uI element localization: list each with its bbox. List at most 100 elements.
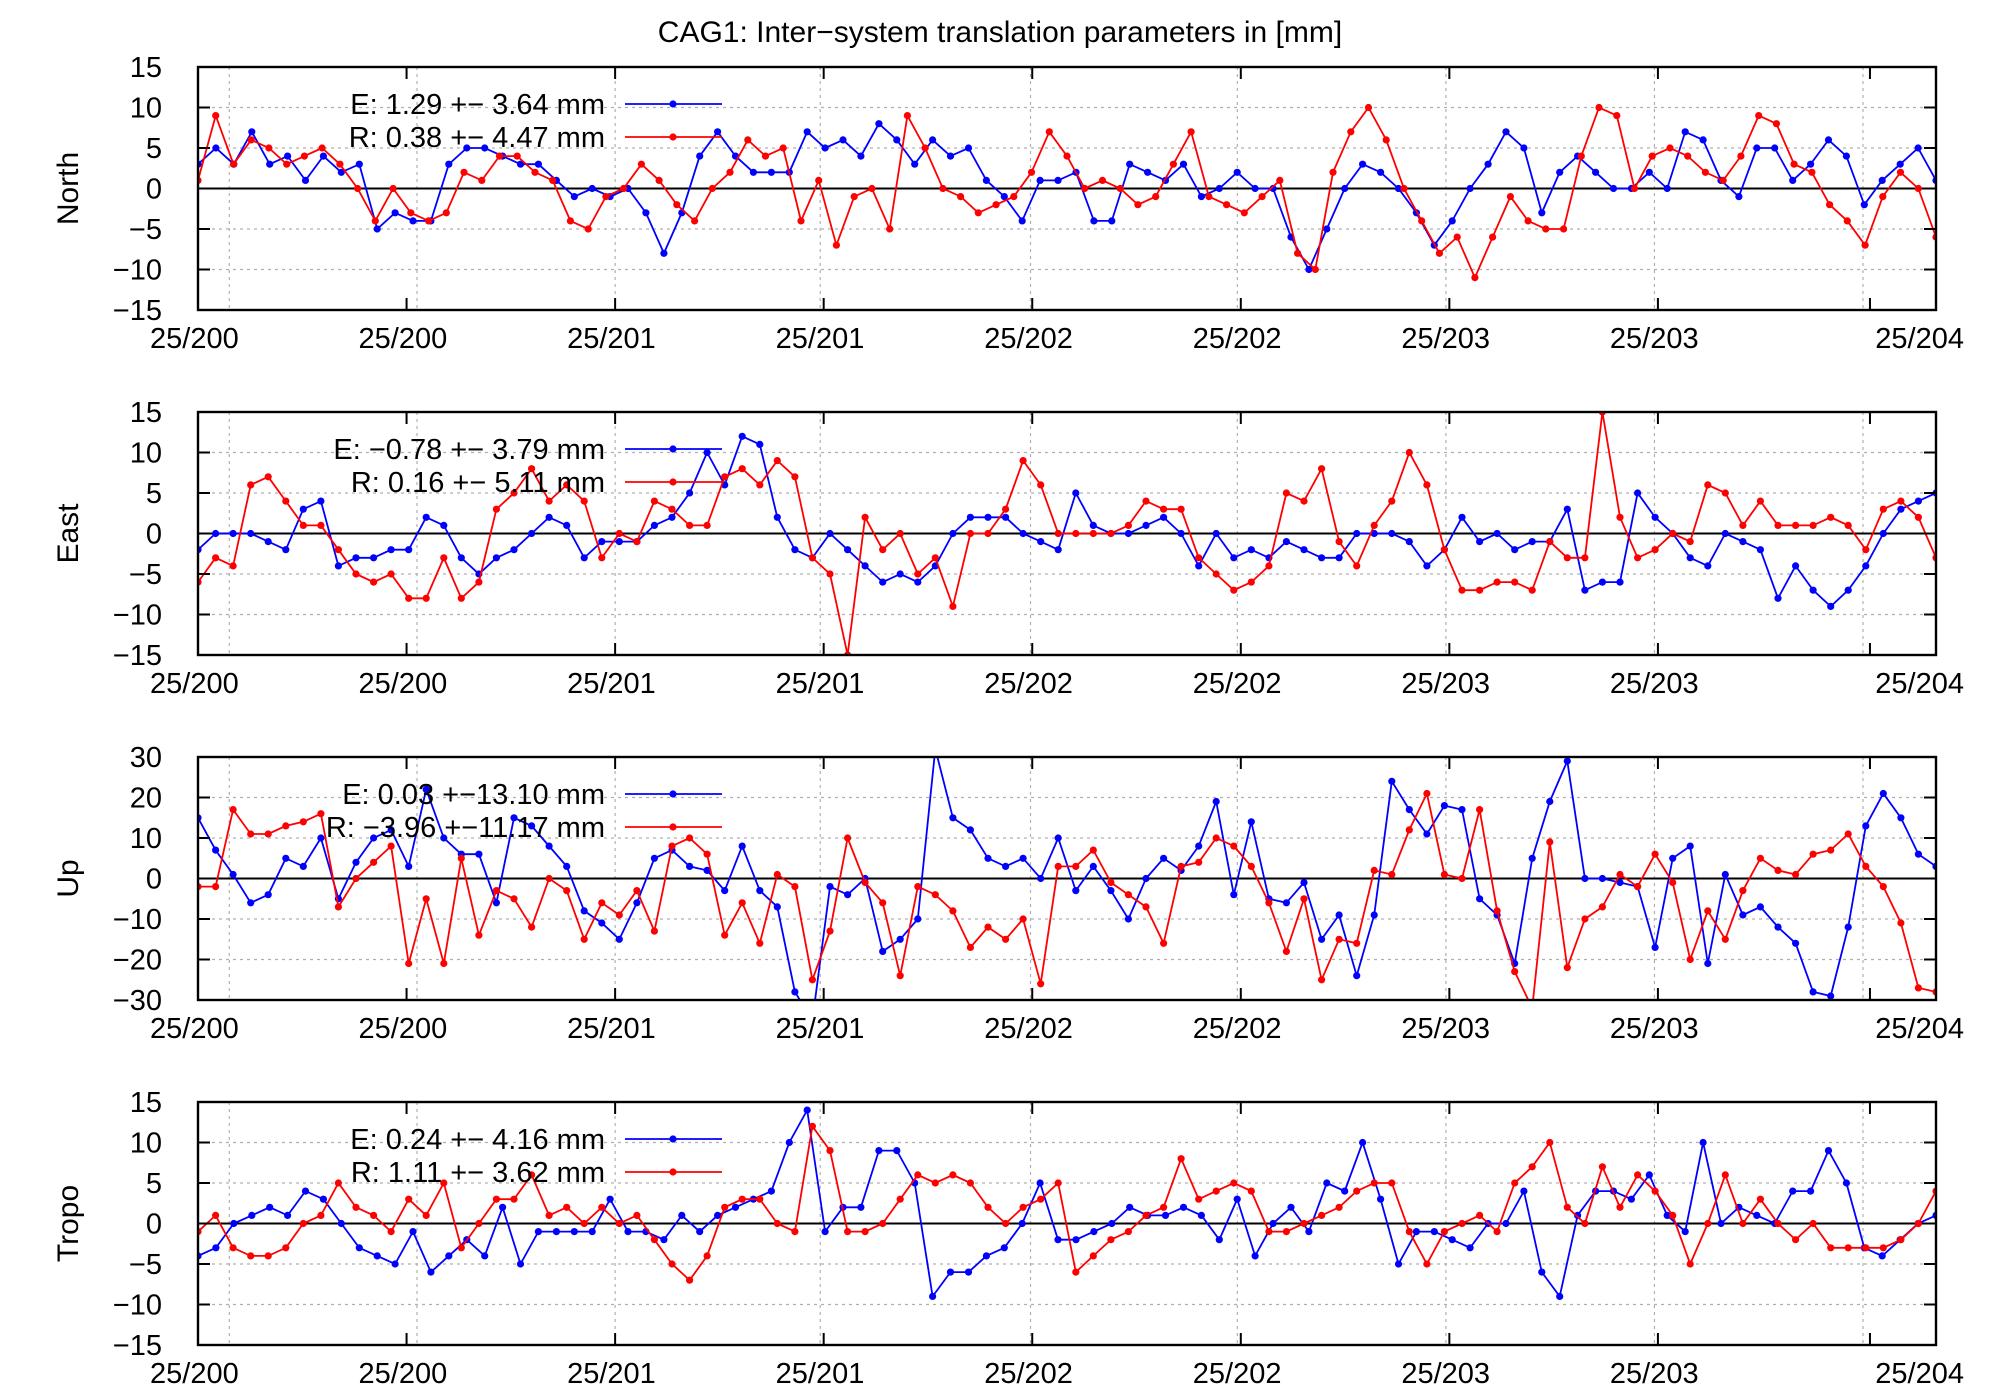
data-point-R <box>1282 1228 1290 1236</box>
data-point-R <box>1335 1203 1343 1211</box>
data-point-E <box>545 513 553 521</box>
data-point-E <box>580 554 588 562</box>
y-tick-label: 5 <box>146 1168 162 1200</box>
data-point-E <box>1300 546 1308 554</box>
data-point-E <box>1335 911 1343 919</box>
data-point-R <box>1247 578 1255 586</box>
y-tick-label: 10 <box>130 823 162 855</box>
data-point-E <box>1574 1211 1582 1219</box>
data-point-E <box>1563 505 1571 513</box>
data-point-R <box>1405 826 1413 834</box>
data-point-R <box>352 570 360 578</box>
data-point-E <box>826 529 834 538</box>
y-tick-label: −15 <box>113 640 162 672</box>
data-point-R <box>1560 225 1568 233</box>
data-point-R <box>756 939 764 947</box>
data-point-E <box>703 866 711 875</box>
data-point-R <box>668 1260 676 1268</box>
data-point-E <box>1484 160 1492 168</box>
data-point-R <box>1669 1211 1677 1219</box>
data-point-R <box>531 168 539 176</box>
data-point-R <box>1792 870 1800 879</box>
data-point-R <box>1370 1179 1378 1187</box>
y-tick-label: 15 <box>130 1087 162 1119</box>
data-point-E <box>391 1260 399 1268</box>
data-point-E <box>861 562 869 570</box>
y-tick-label: 5 <box>146 133 162 165</box>
data-point-R <box>633 1211 641 1219</box>
data-point-R <box>1142 903 1150 911</box>
data-point-E <box>282 854 290 862</box>
data-point-R <box>1897 1236 1905 1244</box>
data-point-E <box>1914 850 1922 858</box>
data-point-E <box>1502 1219 1510 1228</box>
data-point-R <box>1045 128 1053 136</box>
data-point-R <box>1598 1163 1606 1171</box>
data-point-R <box>779 144 787 152</box>
data-point-E <box>1353 529 1361 538</box>
data-point-E <box>552 1228 561 1236</box>
data-point-R <box>850 193 858 201</box>
y-tick-label: 0 <box>146 519 162 551</box>
data-point-E <box>703 448 711 457</box>
y-tick-label: 10 <box>130 93 162 125</box>
data-point-R <box>265 144 273 152</box>
data-point-R <box>1914 513 1922 521</box>
data-point-R <box>1124 521 1132 530</box>
data-point-R <box>336 160 344 168</box>
data-point-R <box>528 465 536 473</box>
data-point-R <box>1423 1260 1431 1268</box>
legend-marker-E <box>669 790 677 798</box>
data-point-E <box>1771 144 1779 152</box>
data-point-E <box>1282 538 1290 546</box>
y-tick-label: −10 <box>113 255 162 287</box>
x-tick-label: 25/203 <box>1401 1013 1490 1045</box>
data-point-R <box>264 1252 272 1260</box>
data-point-E <box>1844 586 1852 594</box>
data-point-E <box>463 144 471 152</box>
data-point-E <box>1090 1228 1098 1236</box>
data-point-R <box>1205 193 1213 201</box>
legend-label-R: R: 1.11 +− 3.62 mm <box>351 1157 605 1189</box>
data-point-R <box>1563 554 1571 562</box>
data-point-E <box>1844 923 1852 931</box>
data-point-R <box>1037 481 1045 489</box>
data-point-E <box>1721 529 1729 538</box>
data-point-R <box>282 497 290 505</box>
data-point-R <box>510 489 518 497</box>
x-tick-label: 25/203 <box>1610 668 1699 700</box>
x-tick-label: 25/203 <box>1610 1013 1699 1045</box>
data-point-E <box>570 193 578 201</box>
data-point-R <box>861 878 869 887</box>
data-point-E <box>1914 144 1922 152</box>
data-point-R <box>879 899 887 907</box>
data-point-R <box>650 927 659 935</box>
data-point-E <box>1756 903 1764 911</box>
data-point-R <box>1458 586 1466 594</box>
data-point-E <box>1563 757 1571 765</box>
data-point-E <box>1809 586 1817 594</box>
data-point-E <box>1318 935 1326 943</box>
data-point-R <box>1453 233 1461 241</box>
data-point-R <box>1418 217 1426 225</box>
data-point-E <box>803 1106 811 1114</box>
data-point-E <box>1704 959 1712 968</box>
data-point-E <box>510 814 518 822</box>
data-point-R <box>633 538 641 546</box>
data-point-E <box>606 1195 614 1203</box>
data-point-R <box>1879 883 1887 891</box>
data-point-R <box>1686 538 1694 546</box>
data-point-R <box>1630 184 1639 193</box>
data-point-E <box>1739 538 1747 546</box>
data-point-E <box>984 854 992 862</box>
data-point-R <box>1002 935 1010 943</box>
data-point-R <box>1542 225 1550 233</box>
data-point-R <box>1458 1219 1466 1228</box>
data-point-E <box>1466 184 1474 193</box>
data-point-R <box>815 176 823 184</box>
data-point-R <box>545 1211 553 1219</box>
data-point-R <box>1528 1163 1536 1171</box>
data-point-R <box>1595 103 1603 112</box>
data-point-R <box>1648 152 1656 160</box>
